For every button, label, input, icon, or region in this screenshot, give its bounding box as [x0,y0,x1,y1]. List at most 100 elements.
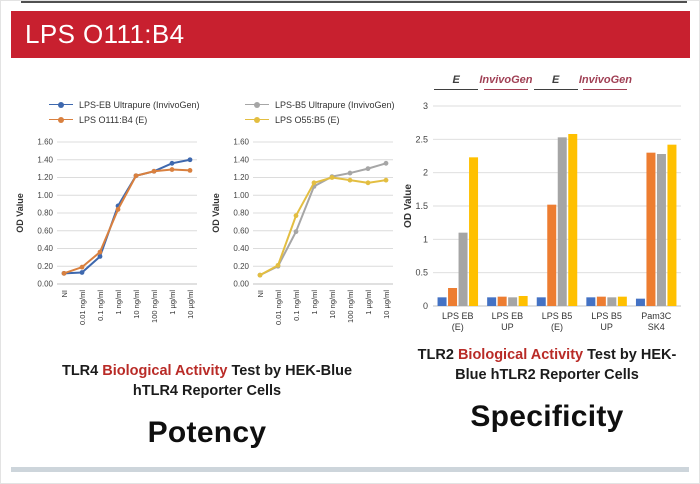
x-tick-label: 100 ng/ml [346,290,355,323]
data-point [365,180,371,186]
bar [518,296,528,306]
tlr2-caption: TLR2 Biological Activity Test by HEK-Blu… [403,346,691,385]
y-tick-label: 0.20 [37,262,53,271]
legend-item: LPS-EB Ultrapure (InvivoGen) [49,100,207,110]
bar [596,296,606,306]
bar [547,204,557,306]
caption-highlight: Biological Activity [457,347,584,363]
bar [469,157,479,306]
caption-prefix: TLR2 [417,347,454,363]
sample-source-label: E [533,74,579,90]
potency-label: Potency [147,416,267,450]
bar [586,297,596,306]
x-tick-label: NI [60,290,69,298]
specificity-label: Specificity [470,400,624,434]
bar [458,232,468,306]
tlr4-chart-b5-vs-o55: LPS-B5 Ultrapure (InvivoGen) LPS O55:B5 (… [207,92,403,344]
x-tick-label: LPS EB [442,311,474,321]
legend-item: LPS-B5 Ultrapure (InvivoGen) [245,100,403,110]
y-tick-label: 0.60 [233,226,249,235]
sample-source-annotations: E InvivoGen E InvivoGen [433,74,632,90]
x-tick-label: LPS EB [492,311,524,321]
bar [536,297,546,306]
data-point [169,160,175,166]
data-point [151,168,157,174]
annotation-text: E [452,74,460,86]
data-point [187,157,193,163]
y-axis-title: OD Value [403,184,414,228]
x-tick-label: 1 ng/ml [310,290,319,315]
y-tick-label: 2.5 [415,134,428,144]
annotation-text: E [551,74,560,86]
y-tick-label: 0 [423,301,428,311]
legend-item: LPS O111:B4 (E) [49,115,207,125]
x-tick-label: NI [256,290,265,298]
x-tick-label: Pam3C [641,311,672,321]
line-charts-row: LPS-EB Ultrapure (InvivoGen) LPS O111:B4 … [11,92,403,344]
y-tick-label: 0.60 [37,226,53,235]
data-point [383,177,389,183]
x-tick-label: 10 ng/ml [132,290,141,319]
y-tick-label: 0.5 [415,268,428,278]
annotation-text: InvivoGen [578,74,632,86]
legend-line-marker-icon [49,101,73,108]
caption-suffix: Test by HEK-Blue hTLR2 Reporter Cells [455,347,677,383]
bar [617,296,627,306]
tlr4-chart-eb-vs-o111: LPS-EB Ultrapure (InvivoGen) LPS O111:B4 … [11,92,207,344]
x-tick-label: (E) [452,322,464,332]
legend-line-marker-icon [245,116,269,123]
legend-label: LPS-EB Ultrapure (InvivoGen) [79,99,200,110]
bar [487,297,497,306]
bar [667,144,677,306]
caption-suffix: Test by HEK-Blue hTLR4 Reporter Cells [132,363,353,399]
content-area: LPS-EB Ultrapure (InvivoGen) LPS O111:B4 … [11,58,689,467]
x-tick-label: 0.01 ng/ml [78,290,87,325]
annotation-underline [483,89,528,90]
y-tick-label: 1 [423,234,428,244]
x-tick-label: 1 ng/ml [114,290,123,315]
y-tick-label: 0.80 [233,209,249,218]
sample-source-label: E [433,74,479,90]
x-tick-label: 10 µg/ml [186,290,195,319]
header-bar: LPS O111:B4 [11,11,690,58]
y-tick-label: 0.80 [37,209,53,218]
data-point [383,160,389,166]
data-point [97,254,103,259]
x-tick-label: (E) [551,322,563,332]
data-line [259,176,387,277]
annotation-underline [434,89,479,90]
legend-item: LPS O55:B5 (E) [245,115,403,125]
data-point [61,270,67,276]
page-title: LPS O111:B4 [25,19,185,49]
bar [568,134,578,306]
annotation-underline [533,89,578,90]
data-point [293,229,299,235]
potency-section: LPS-EB Ultrapure (InvivoGen) LPS O111:B4 … [11,58,403,467]
sample-source-label: InvivoGen [579,74,632,90]
legend-label: LPS-B5 Ultrapure (InvivoGen) [275,99,395,110]
bar [557,137,567,306]
y-tick-label: 1.60 [233,138,249,147]
x-tick-label: LPS B5 [542,311,573,321]
data-point [133,173,139,179]
top-edge-line [21,1,687,3]
y-tick-label: 0.40 [233,244,249,253]
bar [635,298,645,306]
data-line [259,162,387,277]
x-tick-label: UP [600,322,613,332]
data-point [97,249,103,255]
bar [508,297,518,306]
x-tick-label: 1 µg/ml [364,290,373,315]
y-tick-label: 0.20 [233,262,249,271]
data-point [329,175,335,180]
y-tick-label: 1.60 [37,138,53,147]
x-tick-label: 0.01 ng/ml [274,290,283,325]
bar [607,297,617,306]
y-tick-label: 0.00 [233,280,249,289]
y-tick-label: 0.40 [37,244,53,253]
y-tick-label: 3 [423,101,428,111]
data-point [115,207,121,212]
caption-highlight: Biological Activity [102,363,228,379]
y-axis-title: OD Value [15,193,25,233]
